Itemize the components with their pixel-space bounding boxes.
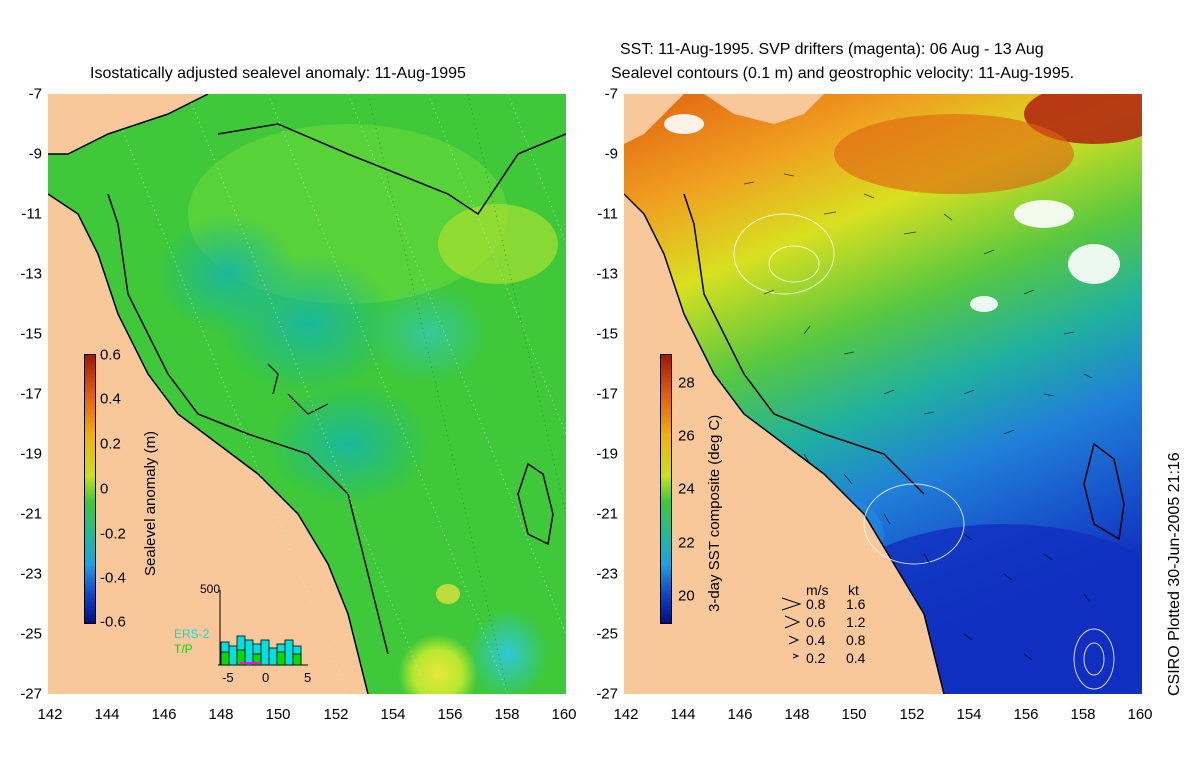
inset-series-label-ers2: ERS-2	[174, 627, 210, 641]
x-tick: 146	[727, 706, 753, 723]
velocity-legend-kt: 0.8	[846, 632, 866, 648]
x-tick: 144	[670, 706, 696, 723]
x-tick: 150	[265, 706, 291, 723]
velocity-legend-arrows	[781, 597, 802, 659]
y-tick: -23	[20, 565, 42, 583]
y-tick: -7	[604, 85, 618, 103]
x-tick: 160	[1127, 706, 1153, 723]
x-tick: 156	[437, 706, 463, 723]
sla-colorbar-tick: -0.6	[100, 613, 126, 631]
y-tick: -19	[596, 445, 618, 463]
velocity-legend-ms: 0.6	[806, 614, 826, 630]
x-tick: 154	[380, 706, 406, 723]
velocity-legend-header-kt: kt	[848, 582, 859, 598]
x-tick: 146	[151, 706, 177, 723]
sst-colorbar-tick: 24	[678, 480, 695, 498]
sla-colorbar	[84, 354, 96, 624]
y-tick: -23	[596, 565, 618, 583]
sst-colorbar-tick: 28	[678, 374, 695, 392]
inset-series-label-tp: T/P	[174, 642, 193, 656]
sst-colorbar-tick: 20	[678, 587, 695, 605]
y-tick: -15	[20, 325, 42, 343]
velocity-legend-ms: 0.8	[806, 596, 826, 612]
sla-colorbar-tick: -0.2	[100, 525, 126, 543]
plot-credit: CSIRO Plotted 30-Jun-2005 21:16	[1166, 452, 1183, 696]
sla-colorbar-tick: -0.4	[100, 569, 126, 587]
y-tick: -11	[21, 205, 42, 223]
sst-colorbar	[660, 354, 672, 624]
x-tick: 156	[1013, 706, 1039, 723]
sealevel-anomaly-map	[48, 94, 566, 694]
x-tick: 144	[94, 706, 120, 723]
x-tick: 152	[323, 706, 349, 723]
inset-x-tick: 0	[262, 670, 270, 685]
y-tick: -9	[28, 145, 42, 163]
x-tick: 142	[613, 706, 639, 723]
velocity-legend-kt: 1.2	[846, 614, 866, 630]
x-tick: 154	[956, 706, 982, 723]
y-tick: -27	[20, 685, 42, 703]
y-tick: -9	[604, 145, 618, 163]
x-tick: 148	[784, 706, 810, 723]
sst-colorbar-tick: 26	[678, 427, 695, 445]
y-tick: -13	[596, 265, 618, 283]
sst-map	[624, 94, 1142, 694]
velocity-legend-kt: 1.6	[846, 596, 866, 612]
inset-x-tick: -5	[222, 670, 234, 685]
sla-colorbar-tick: 0	[100, 480, 109, 498]
y-tick: -21	[20, 505, 42, 523]
y-tick: -25	[20, 625, 42, 643]
y-tick: -25	[596, 625, 618, 643]
right-panel-title-line2: Sealevel contours (0.1 m) and geostrophi…	[611, 65, 1075, 82]
inset-x-tick: 5	[304, 670, 312, 685]
sla-colorbar-tick: 0.2	[100, 435, 121, 453]
velocity-legend-ms: 0.4	[806, 632, 826, 648]
sst-colorbar-label: 3-day SST composite (deg C)	[706, 414, 723, 612]
y-tick: -11	[597, 205, 618, 223]
track-count-histogram	[218, 590, 308, 666]
y-tick: -19	[20, 445, 42, 463]
x-tick: 158	[494, 706, 520, 723]
sla-colorbar-label: Sealevel anomaly (m)	[142, 430, 159, 576]
velocity-legend-header-ms: m/s	[806, 582, 829, 598]
x-tick: 142	[37, 706, 63, 723]
right-panel-title-line1: SST: 11-Aug-1995. SVP drifters (magenta)…	[620, 41, 1044, 58]
sla-colorbar-tick: 0.6	[100, 346, 121, 364]
x-tick: 158	[1070, 706, 1096, 723]
left-panel-title: Isostatically adjusted sealevel anomaly:…	[90, 65, 466, 82]
y-tick: -17	[20, 385, 42, 403]
x-tick: 150	[841, 706, 867, 723]
velocity-legend-ms: 0.2	[806, 650, 826, 666]
velocity-arrows	[743, 173, 1093, 661]
inset-bars	[220, 635, 302, 666]
y-tick: -13	[20, 265, 42, 283]
x-tick: 148	[208, 706, 234, 723]
y-tick: -21	[596, 505, 618, 523]
y-tick: -17	[596, 385, 618, 403]
y-tick: -15	[596, 325, 618, 343]
y-tick: -7	[28, 85, 42, 103]
x-tick: 160	[551, 706, 577, 723]
velocity-legend-kt: 0.4	[846, 650, 866, 666]
sst-colorbar-tick: 22	[678, 534, 695, 552]
sla-colorbar-tick: 0.4	[100, 390, 121, 408]
y-tick: -27	[596, 685, 618, 703]
inset-ymax-label: 500	[200, 582, 221, 596]
x-tick: 152	[899, 706, 925, 723]
